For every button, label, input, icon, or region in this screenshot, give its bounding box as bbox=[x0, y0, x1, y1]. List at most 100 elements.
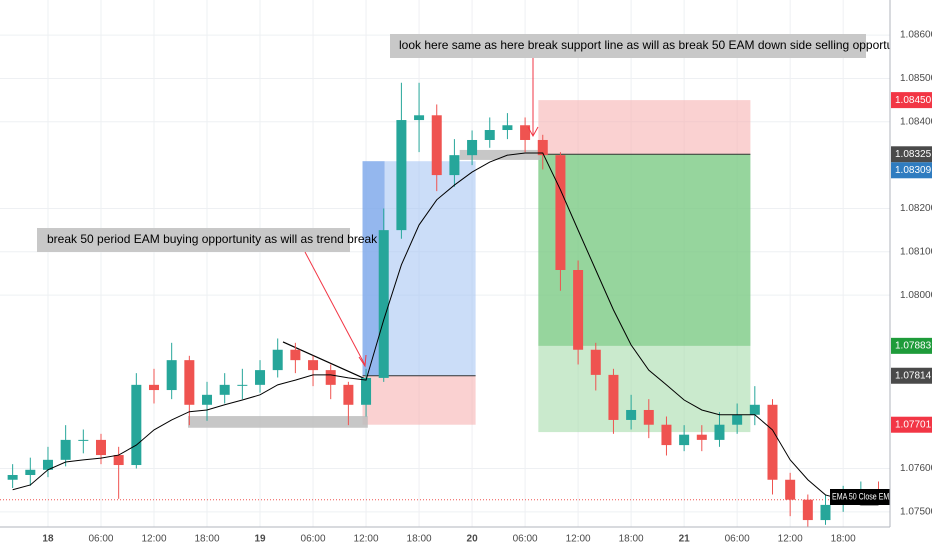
candle-body bbox=[25, 469, 36, 475]
x-tick-label: 12:00 bbox=[778, 534, 803, 545]
loss-zone bbox=[362, 375, 476, 425]
candle-body bbox=[643, 409, 654, 425]
note: break 50 period EAM buying opportunity a… bbox=[47, 232, 378, 246]
candle-body bbox=[7, 474, 18, 480]
legend-label: EMA 50 Close EMA bbox=[832, 491, 894, 501]
candle-body bbox=[113, 455, 124, 466]
x-tick-label: 06:00 bbox=[725, 534, 750, 545]
x-tick-label: 21 bbox=[679, 534, 691, 545]
price-tag-label: 1.07883 bbox=[895, 340, 932, 351]
candle-body bbox=[255, 370, 266, 385]
candle-body bbox=[484, 130, 495, 140]
price-tag bbox=[891, 367, 932, 384]
y-tick-label: 1.08500 bbox=[900, 73, 932, 84]
y-tick-label: 1.08600 bbox=[900, 30, 932, 41]
notes: break 50 period EAM buying opportunity a… bbox=[37, 34, 912, 368]
price-tag-label: 1.08325 bbox=[895, 149, 932, 160]
candle-body bbox=[237, 384, 248, 386]
candle-body bbox=[679, 434, 690, 446]
loss-zone bbox=[538, 100, 751, 155]
x-tick-label: 12:00 bbox=[141, 534, 166, 545]
legend-box bbox=[830, 489, 896, 505]
candle-body bbox=[520, 125, 531, 140]
candle-body bbox=[732, 414, 743, 425]
candle-body bbox=[749, 404, 760, 415]
candle-body bbox=[661, 424, 672, 446]
candle-body bbox=[590, 349, 601, 375]
y-tick-label: 1.08100 bbox=[900, 246, 932, 257]
price-tag-label: 1.07814 bbox=[895, 370, 932, 381]
price-tag bbox=[891, 162, 932, 179]
candle-body bbox=[626, 409, 637, 420]
candle-body bbox=[537, 139, 548, 156]
y-tick-label: 1.07600 bbox=[900, 463, 932, 474]
candle-body bbox=[431, 115, 442, 176]
support-zone bbox=[188, 416, 368, 428]
candle-body bbox=[202, 394, 213, 405]
candle-body bbox=[184, 360, 195, 405]
candle-body bbox=[396, 120, 407, 231]
arrow-head bbox=[358, 354, 367, 368]
y-tick-label: 1.07500 bbox=[900, 506, 932, 517]
candle-body bbox=[325, 370, 336, 385]
candle-body bbox=[502, 125, 513, 131]
candle-body bbox=[449, 155, 460, 176]
candle-body bbox=[696, 434, 707, 440]
price-tag bbox=[891, 146, 932, 163]
candle-body bbox=[714, 424, 725, 440]
arrow bbox=[304, 251, 366, 366]
candle-body bbox=[95, 439, 106, 456]
x-tick-label: 18:00 bbox=[619, 534, 644, 545]
x-tick-label: 19 bbox=[254, 534, 266, 545]
arrow-head bbox=[527, 126, 539, 138]
y-tick-label: 1.08000 bbox=[900, 290, 932, 301]
price-tag-label: 1.08309 bbox=[895, 165, 932, 176]
ema-line bbox=[12, 152, 879, 506]
note-box bbox=[390, 34, 866, 58]
candle-body bbox=[608, 374, 619, 420]
marks: EMA 50 Close EMA bbox=[7, 82, 896, 530]
note-box bbox=[37, 228, 350, 252]
candle-body bbox=[149, 384, 160, 391]
price-tag-label: 1.08450 bbox=[895, 95, 932, 106]
y-tick-label: 1.08200 bbox=[900, 203, 932, 214]
support-zone bbox=[459, 149, 541, 160]
candle-body bbox=[378, 230, 389, 378]
axes: 18 06:00 12:00 18:00 19 06:00 12:00 18:00 20 06:0… bbox=[42, 30, 932, 545]
candle-body bbox=[361, 377, 372, 405]
x-tick-label: 20 bbox=[467, 534, 479, 545]
reached-zone bbox=[538, 154, 751, 346]
x-tick-label: 18:00 bbox=[831, 534, 856, 545]
candle-body bbox=[573, 270, 584, 350]
candle-body bbox=[785, 479, 796, 500]
candle-body bbox=[555, 155, 566, 271]
price-axis bbox=[890, 0, 932, 550]
candle-body bbox=[60, 439, 71, 460]
candle-body bbox=[166, 360, 177, 391]
x-tick-label: 18:00 bbox=[407, 534, 432, 545]
price-tag-label: 1.07701 bbox=[895, 419, 932, 430]
y-tick-label: 1.08400 bbox=[900, 116, 932, 127]
x-tick-label: 18 bbox=[42, 534, 54, 545]
candle-body bbox=[414, 115, 425, 121]
candle-body bbox=[467, 139, 478, 156]
x-tick-label: 12:00 bbox=[566, 534, 591, 545]
candle-body bbox=[272, 349, 283, 371]
candle-body bbox=[290, 349, 301, 361]
trend-line bbox=[282, 341, 369, 381]
x-tick-label: 12:00 bbox=[354, 534, 379, 545]
drawings bbox=[0, 100, 890, 501]
candle-body bbox=[131, 384, 142, 466]
price-tag bbox=[891, 416, 932, 433]
candle-body bbox=[343, 384, 354, 405]
candle-body bbox=[767, 404, 778, 480]
candle-body bbox=[78, 439, 89, 441]
x-tick-label: 06:00 bbox=[301, 534, 326, 545]
candle-body bbox=[219, 384, 230, 395]
candle-body bbox=[308, 360, 319, 371]
candle-body bbox=[42, 459, 53, 470]
price-tag bbox=[891, 337, 932, 354]
x-tick-label: 18:00 bbox=[195, 534, 220, 545]
time-axis bbox=[0, 527, 932, 550]
